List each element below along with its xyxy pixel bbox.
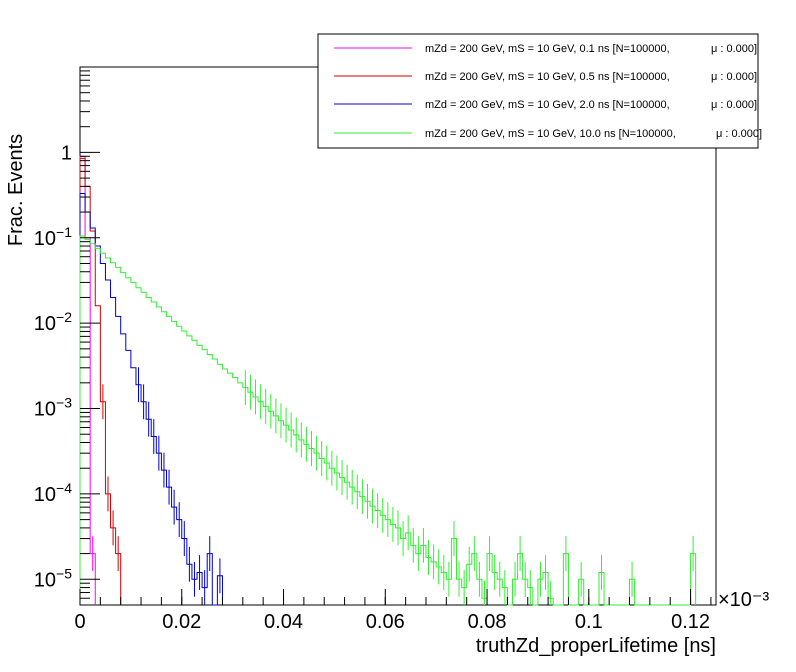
x-tick-label-0: 0	[74, 611, 85, 633]
labels-layer: 0 0.02 0.04 0.06 0.08 0.1 0.12 10−5 10−4 10−3 10−2…	[34, 142, 710, 633]
y-tick-label-0: 10−5	[34, 565, 72, 591]
legend-label-3: mZd = 200 GeV, mS = 10 GeV, 10.0 ns [N=1…	[425, 128, 676, 140]
x-tick-label-1: 0.02	[162, 611, 201, 633]
legend-mu-3: μ : 0.000]	[716, 128, 762, 140]
series-line-3	[79, 235, 697, 606]
y-tick-label-2: 10−3	[34, 395, 72, 421]
legend-label-2: mZd = 200 GeV, mS = 10 GeV, 2.0 ns [N=10…	[425, 99, 670, 111]
legend-mu-2: μ : 0.000]	[711, 99, 757, 111]
x-tick-label-5: 0.1	[575, 611, 603, 633]
y-tick-label-3: 10−2	[34, 309, 72, 335]
legend-label-1: mZd = 200 GeV, mS = 10 GeV, 0.5 ns [N=10…	[425, 71, 670, 83]
y-tick-label-1: 10−4	[34, 480, 72, 506]
x-tick-label-6: 0.12	[671, 611, 710, 633]
x-tick-label-3: 0.06	[366, 611, 405, 633]
x-axis-title: truthZd_properLifetime [ns]	[476, 635, 716, 657]
legend-mu-0: μ : 0.000]	[711, 43, 757, 55]
legend-label-0: mZd = 200 GeV, mS = 10 GeV, 0.1 ns [N=10…	[425, 43, 670, 55]
series-line-1	[79, 157, 122, 605]
ticks-layer	[79, 66, 712, 605]
legend: mZd = 200 GeV, mS = 10 GeV, 0.1 ns [N=10…	[317, 33, 762, 149]
y-tick-label-5: 1	[61, 142, 72, 164]
legend-box	[317, 33, 759, 149]
y-tick-label-4: 10−1	[34, 224, 72, 250]
x-tick-label-4: 0.08	[468, 611, 507, 633]
x-tick-label-2: 0.04	[264, 611, 303, 633]
y-axis-title: Frac. Events	[5, 134, 27, 246]
x-axis-exponent: ×10⁻³	[718, 589, 769, 611]
legend-mu-1: μ : 0.000]	[711, 71, 757, 83]
